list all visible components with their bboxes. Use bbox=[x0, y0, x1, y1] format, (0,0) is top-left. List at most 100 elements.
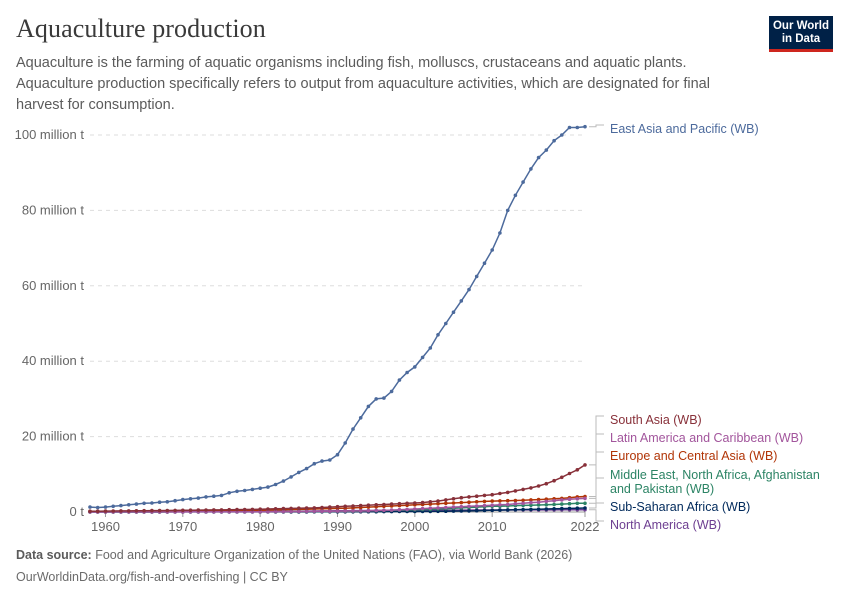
series-south-asia-wb[interactable] bbox=[88, 463, 587, 513]
data-point bbox=[436, 506, 440, 510]
data-point bbox=[188, 497, 193, 501]
data-point bbox=[451, 497, 456, 501]
data-point bbox=[389, 389, 394, 394]
data-point bbox=[413, 507, 417, 511]
data-point bbox=[335, 504, 340, 509]
data-point bbox=[436, 501, 440, 506]
series-label-text: South Asia (WB) bbox=[610, 413, 702, 427]
label-north-america-wb[interactable]: North America (WB) bbox=[589, 509, 721, 532]
data-point bbox=[196, 508, 201, 512]
data-point bbox=[165, 508, 170, 513]
data-point bbox=[289, 475, 293, 479]
data-point bbox=[467, 500, 471, 505]
data-point bbox=[583, 506, 587, 510]
data-point bbox=[536, 155, 541, 160]
data-point bbox=[513, 498, 518, 503]
data-point bbox=[235, 507, 239, 512]
data-point bbox=[536, 503, 541, 507]
data-point bbox=[266, 507, 270, 511]
data-point bbox=[111, 504, 115, 509]
data-point bbox=[560, 498, 564, 502]
data-point bbox=[575, 468, 580, 472]
data-point bbox=[505, 498, 510, 503]
data-point bbox=[320, 505, 324, 510]
data-point bbox=[482, 508, 487, 513]
data-point bbox=[281, 509, 286, 514]
data-point bbox=[498, 499, 502, 503]
data-point bbox=[436, 499, 440, 503]
data-point bbox=[320, 509, 324, 513]
data-point bbox=[196, 496, 201, 500]
label-middle-east-north-africa-afghanistan-and-pakistan-wb[interactable]: Middle East, North Africa, Afghanistan an… bbox=[589, 468, 820, 504]
x-tick-label: 2022 bbox=[571, 519, 600, 534]
data-point bbox=[88, 505, 92, 509]
data-point bbox=[95, 505, 100, 510]
label-europe-and-central-asia-wb[interactable]: Europe and Central Asia (WB) bbox=[589, 449, 777, 497]
data-point bbox=[583, 496, 587, 501]
data-point bbox=[374, 503, 379, 507]
data-point bbox=[567, 497, 572, 502]
data-point bbox=[304, 506, 309, 510]
data-point bbox=[490, 248, 495, 252]
data-point bbox=[389, 508, 394, 512]
data-point bbox=[173, 508, 177, 513]
data-point bbox=[521, 498, 525, 503]
data-point bbox=[567, 506, 572, 511]
series-label-text: Middle East, North Africa, Afghanistan an… bbox=[610, 468, 820, 496]
series-east-asia-and-pacific-wb[interactable] bbox=[88, 124, 587, 510]
data-point bbox=[490, 499, 495, 503]
data-point bbox=[536, 497, 541, 502]
data-point bbox=[505, 502, 510, 507]
data-point bbox=[544, 148, 549, 152]
label-connector bbox=[589, 477, 604, 504]
data-point bbox=[273, 509, 278, 514]
data-point bbox=[451, 310, 456, 315]
data-point bbox=[358, 509, 363, 513]
data-point bbox=[544, 503, 549, 507]
y-tick-label: 60 million t bbox=[22, 278, 85, 293]
data-point bbox=[498, 508, 502, 512]
data-point bbox=[536, 500, 541, 505]
data-point bbox=[444, 501, 448, 506]
data-point bbox=[328, 509, 332, 513]
data-point bbox=[529, 486, 533, 490]
data-point bbox=[258, 507, 263, 512]
series-label-text: Latin America and Caribbean (WB) bbox=[610, 431, 803, 445]
owid-logo[interactable]: Our World in Data bbox=[769, 16, 833, 52]
data-point bbox=[312, 461, 317, 466]
data-point bbox=[482, 503, 487, 508]
footer-url[interactable]: OurWorldinData.org/fish-and-overfishing … bbox=[16, 570, 288, 584]
data-point bbox=[413, 365, 417, 369]
y-tick-label: 100 million t bbox=[15, 127, 85, 142]
data-point bbox=[204, 508, 208, 512]
data-point bbox=[289, 509, 293, 514]
data-point bbox=[374, 508, 379, 513]
x-tick-label: 1960 bbox=[91, 519, 120, 534]
data-point bbox=[281, 479, 286, 483]
data-point bbox=[560, 475, 564, 480]
data-point bbox=[474, 508, 479, 513]
data-point bbox=[583, 463, 587, 467]
data-point bbox=[150, 508, 154, 513]
data-point bbox=[505, 208, 510, 213]
label-sub-saharan-africa-wb[interactable]: Sub-Saharan Africa (WB) bbox=[589, 500, 750, 514]
data-point bbox=[451, 509, 456, 513]
x-tick-label: 1990 bbox=[323, 519, 352, 534]
data-point bbox=[529, 507, 533, 512]
data-point bbox=[544, 481, 549, 486]
data-point bbox=[459, 509, 464, 513]
data-point bbox=[227, 507, 231, 512]
data-point bbox=[575, 125, 580, 130]
data-point bbox=[181, 508, 185, 513]
data-point bbox=[312, 509, 317, 514]
data-point bbox=[289, 506, 293, 511]
data-point bbox=[444, 498, 448, 502]
data-point bbox=[173, 498, 177, 503]
data-point bbox=[467, 495, 471, 499]
y-axis-ticks: 0 t 20 million t 40 million t 60 million t 8… bbox=[15, 127, 85, 519]
data-point bbox=[134, 509, 139, 513]
data-point bbox=[521, 180, 525, 184]
x-tick-label: 1980 bbox=[246, 519, 275, 534]
label-east-asia-and-pacific-wb[interactable]: East Asia and Pacific (WB) bbox=[589, 122, 759, 136]
data-point bbox=[297, 506, 301, 511]
